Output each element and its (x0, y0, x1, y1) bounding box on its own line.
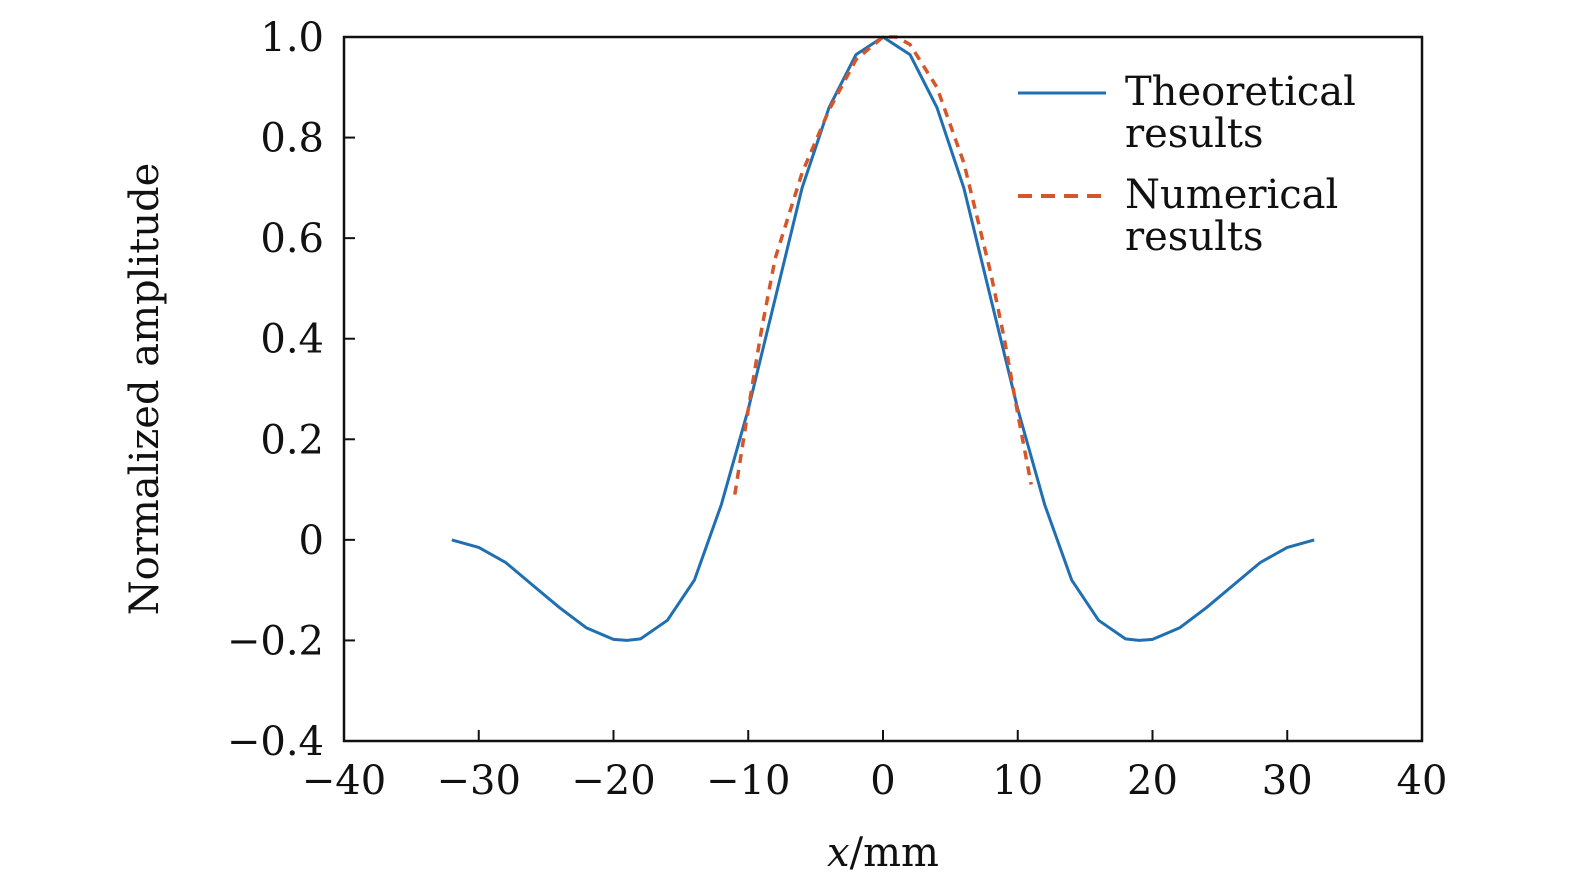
legend-label: Theoretical results (1125, 69, 1356, 157)
x-tick-label: −30 (437, 758, 521, 804)
legend-label: Numerical results (1125, 172, 1338, 260)
x-tick-label: 10 (992, 758, 1043, 804)
y-tick-label: 0.4 (260, 317, 324, 363)
x-tick-label: 20 (1127, 758, 1178, 804)
x-tick-label: 0 (870, 758, 895, 804)
x-tick-label: −20 (571, 758, 655, 804)
x-axis-label-unit: /mm (850, 830, 939, 876)
x-tick-label: 30 (1262, 758, 1313, 804)
series-line-numerical (733, 35, 1033, 495)
y-tick-label: 0.2 (260, 417, 324, 463)
y-tick-label: 0 (299, 518, 324, 564)
legend-label-line: Numerical (1125, 172, 1338, 218)
x-tick-label: 40 (1397, 758, 1448, 804)
legend-label-line: results (1125, 111, 1263, 157)
y-axis-label: Normalized amplitude (122, 163, 168, 616)
y-tick-label: 1.0 (260, 15, 324, 61)
x-axis-label-var: x (827, 830, 850, 876)
x-tick-label: −40 (302, 758, 386, 804)
legend-label-line: results (1125, 214, 1263, 260)
legend-label-line: Theoretical (1125, 69, 1356, 115)
x-tick-label: −10 (706, 758, 790, 804)
y-tick-label: −0.2 (227, 618, 324, 664)
y-tick-label: 0.8 (260, 116, 324, 162)
x-axis-label: x/mm (827, 830, 939, 876)
axes-layer: −40 −30 −20 −10 0 10 20 30 40 −0.4 −0.2 0 0.2 0.4 0.6 0… (227, 15, 1448, 804)
y-tick-label: −0.4 (227, 719, 324, 765)
y-tick-label: 0.6 (260, 216, 324, 262)
